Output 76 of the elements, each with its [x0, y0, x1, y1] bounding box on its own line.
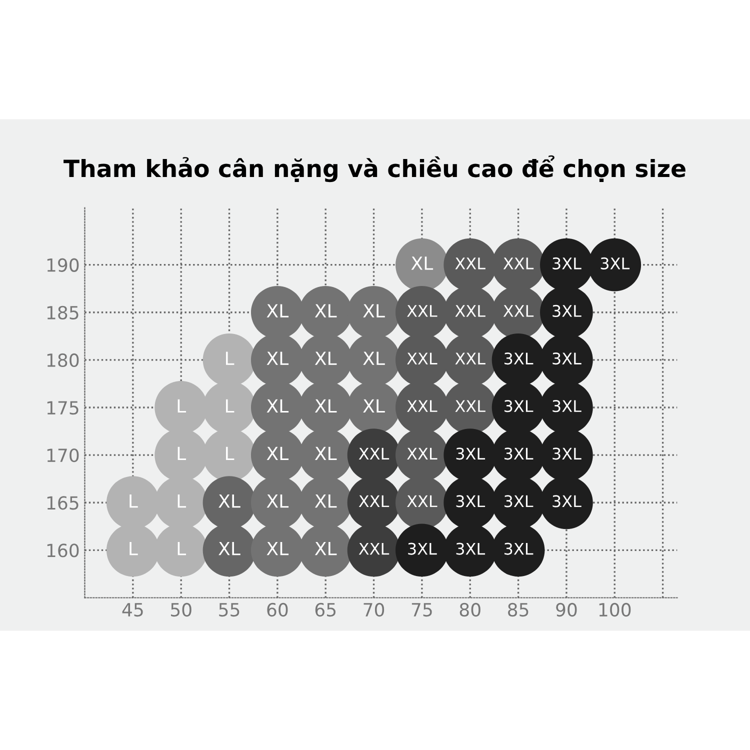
- text: XL: [363, 352, 385, 365]
- text: XXL: [407, 448, 438, 460]
- text: 3XL: [552, 257, 582, 270]
- text: XL: [266, 494, 289, 508]
- text: 3XL: [504, 495, 534, 508]
- text: XXL: [407, 352, 438, 364]
- text: XXL: [503, 258, 534, 270]
- text: XXL: [455, 305, 486, 317]
- x-tick-label: 75: [412, 603, 432, 617]
- y-tick-label: 165: [47, 496, 78, 510]
- x-tick-label: 65: [315, 602, 336, 617]
- x-tick-label: 90: [556, 602, 577, 617]
- x-tick-label: 80: [460, 602, 480, 617]
- text: 3XL: [552, 352, 582, 365]
- text: 3XL: [456, 448, 486, 460]
- text: 3XL: [504, 542, 534, 555]
- text: L: [130, 494, 138, 508]
- y-tick-label: 180: [47, 353, 79, 368]
- text: L: [226, 399, 234, 412]
- text: 3XL: [456, 495, 486, 508]
- text: L: [226, 352, 234, 365]
- text: 3XL: [456, 542, 486, 555]
- x-tick-label: 85: [508, 602, 528, 617]
- text: L: [226, 446, 234, 460]
- text: L: [130, 542, 138, 556]
- text: XXL: [455, 400, 486, 412]
- text: XL: [314, 446, 337, 460]
- text: XXL: [503, 305, 534, 317]
- text: XXL: [407, 305, 438, 317]
- text: XXL: [455, 258, 486, 270]
- text: XXL: [407, 400, 438, 412]
- text: L: [178, 542, 186, 556]
- y-tick-label: 170: [47, 448, 79, 462]
- text: 3XL: [504, 400, 534, 412]
- text: 3XL: [504, 448, 534, 460]
- x-tick-label: 50: [170, 602, 192, 617]
- text: XL: [314, 399, 337, 412]
- text: XL: [218, 494, 240, 508]
- text: XL: [266, 399, 289, 412]
- text: XXL: [407, 495, 438, 508]
- x-tick-label: 45: [122, 603, 143, 617]
- text: 3XL: [552, 495, 582, 508]
- text: XL: [363, 399, 385, 412]
- text: XL: [411, 256, 434, 270]
- text: 3XL: [552, 448, 582, 460]
- x-tick-label: 100: [599, 602, 631, 617]
- text: XL: [314, 304, 337, 318]
- text: XXL: [358, 542, 390, 555]
- text: 3XL: [600, 257, 630, 270]
- text: XL: [266, 352, 289, 365]
- text: XL: [314, 542, 337, 556]
- text: XL: [266, 446, 289, 460]
- y-tick-label: 190: [47, 258, 79, 272]
- series-label: XL: [266, 542, 289, 556]
- text: XL: [314, 494, 337, 508]
- text: XXL: [358, 495, 390, 508]
- text: XL: [363, 304, 385, 318]
- x-tick-label: 55: [219, 603, 240, 617]
- chart-title: Tham khảo cân nặng và chiều cao để chọn size: [64, 155, 686, 182]
- y-tick-label: 175: [47, 401, 78, 415]
- x-tick-label: 60: [267, 602, 288, 617]
- y-tick-label: 185: [47, 306, 78, 320]
- text: XL: [218, 542, 240, 556]
- series-label: L: [178, 494, 186, 508]
- text: XXL: [455, 352, 486, 364]
- text: 3XL: [552, 304, 582, 318]
- text: 3XL: [504, 352, 534, 365]
- text: XL: [314, 352, 337, 365]
- text: L: [178, 446, 186, 460]
- series-label: XXL: [358, 448, 390, 460]
- text: L: [178, 399, 186, 412]
- y-tick-label: 160: [47, 544, 79, 558]
- text: 3XL: [552, 400, 582, 412]
- series-label: 3XL: [408, 542, 437, 555]
- x-tick-label: 70: [364, 602, 384, 617]
- text: XL: [266, 304, 289, 318]
